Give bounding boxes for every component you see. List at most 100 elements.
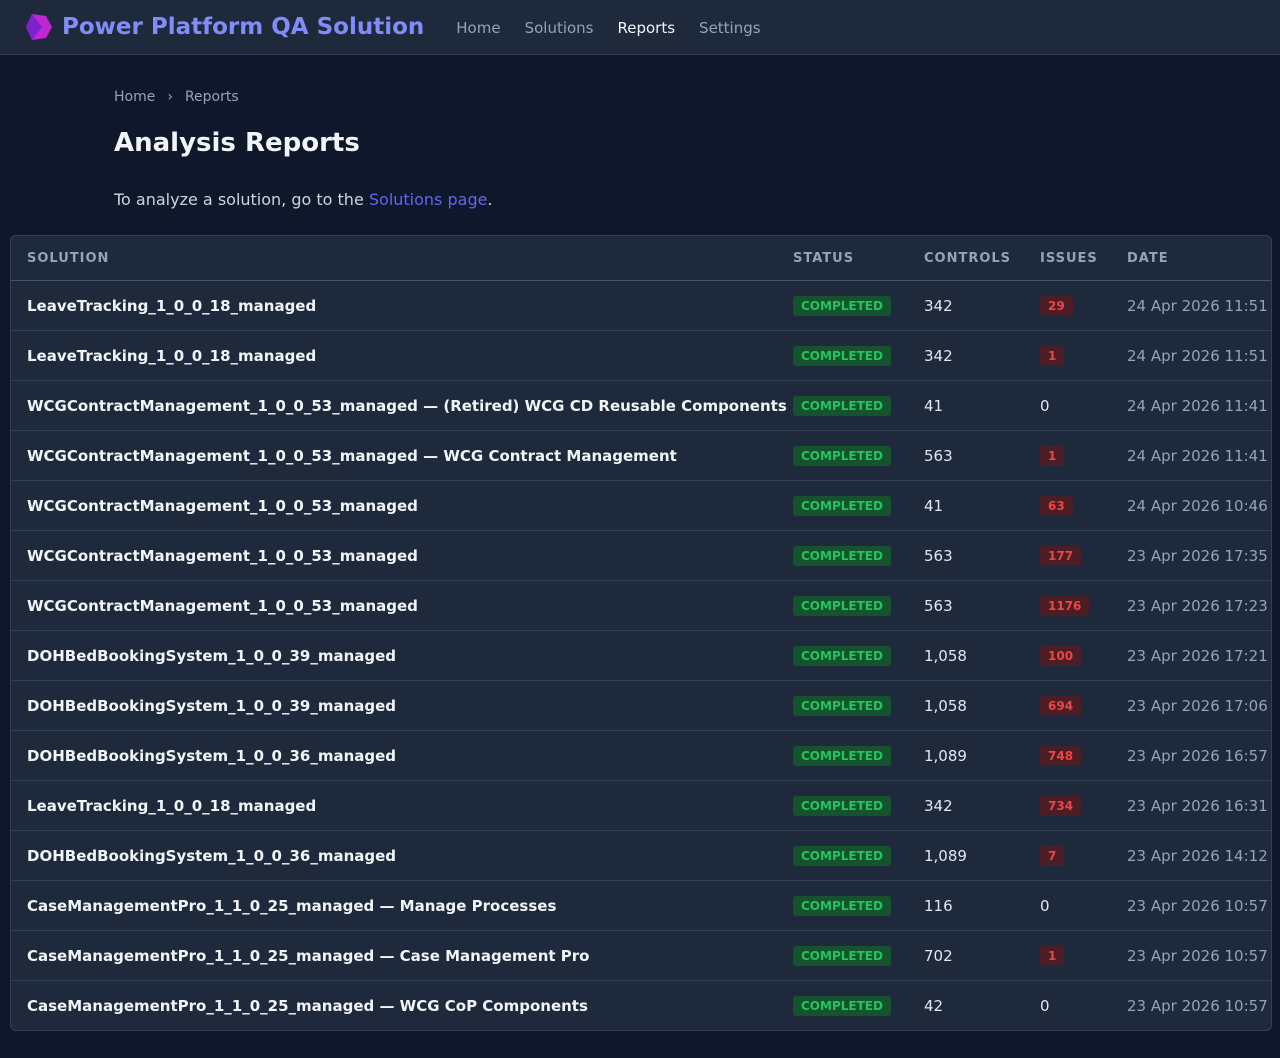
report-row[interactable]: LeaveTracking_1_0_0_18_managed COMPLETED 3… [11,781,1271,831]
report-row[interactable]: CaseManagementPro_1_1_0_25_managed — WCG… [11,981,1271,1031]
report-row[interactable]: DOHBedBookingSystem_1_0_0_39_managedCOMP… [11,631,1271,681]
nav-link[interactable]: Solutions [525,19,594,37]
status-cell: COMPLETED [777,481,908,531]
issues-badge: 1 [1040,346,1064,366]
column-header: DATE [1111,236,1271,281]
issues-cell: 1176 [1024,581,1111,631]
report-date: 23 Apr 2026 10:57 [1111,931,1271,981]
report-date: 23 Apr 2026 17:23 [1111,581,1271,631]
page-title: Analysis Reports [114,128,360,158]
report-row[interactable]: DOHBedBookingSystem_1_0_0_36_managedCOMP… [11,731,1271,781]
issues-cell: 0 [1024,881,1111,931]
controls-count: 342 [908,781,1024,831]
issues-cell: 734 [1024,781,1111,831]
issues-badge: 734 [1040,796,1081,816]
solution-name: WCGContractManagement_1_0_0_53_managed [11,481,777,531]
controls-count: 1,058 [908,631,1024,681]
issues-cell: 0 [1024,981,1111,1031]
issues-cell: 177 [1024,531,1111,581]
issues-badge: 1176 [1040,596,1089,616]
issues-cell: 694 [1024,681,1111,731]
controls-count: 702 [908,931,1024,981]
issues-cell: 1 [1024,931,1111,981]
issues-badge: 748 [1040,746,1081,766]
issues-cell: 63 [1024,481,1111,531]
status-cell: COMPLETED [777,681,908,731]
issues-badge: 7 [1040,846,1064,866]
solution-name: WCGContractManagement_1_0_0_53_managed —… [11,381,777,431]
report-date: 24 Apr 2026 11:41 [1111,381,1271,431]
controls-count: 563 [908,531,1024,581]
controls-count: 41 [908,381,1024,431]
issues-count: 0 [1040,397,1050,415]
report-date: 23 Apr 2026 17:21 [1111,631,1271,681]
solution-name: LeaveTracking_1_0_0_18_managed [11,281,777,331]
status-cell: COMPLETED [777,931,908,981]
status-badge: COMPLETED [793,396,891,416]
controls-count: 1,058 [908,681,1024,731]
issues-cell: 748 [1024,731,1111,781]
report-row[interactable]: WCGContractManagement_1_0_0_53_managed —… [11,431,1271,481]
status-badge: COMPLETED [793,646,891,666]
status-cell: COMPLETED [777,581,908,631]
controls-count: 1,089 [908,731,1024,781]
report-row[interactable]: DOHBedBookingSystem_1_0_0_39_managed COMP… [11,681,1271,731]
status-badge: COMPLETED [793,346,891,366]
column-header: CONTROLS [908,236,1024,281]
status-cell: COMPLETED [777,331,908,381]
status-cell: COMPLETED [777,981,908,1031]
report-date: 23 Apr 2026 16:57 [1111,731,1271,781]
report-row[interactable]: WCGContractManagement_1_0_0_53_managed CO… [11,481,1271,531]
status-badge: COMPLETED [793,696,891,716]
report-row[interactable]: DOHBedBookingSystem_1_0_0_36_managedCOMP… [11,831,1271,881]
issues-badge: 1 [1040,446,1064,466]
status-badge: COMPLETED [793,446,891,466]
breadcrumb-link[interactable]: Home [114,89,155,105]
status-badge: COMPLETED [793,796,891,816]
controls-count: 563 [908,431,1024,481]
report-row[interactable]: CaseManagementPro_1_1_0_25_managed — Cas… [11,931,1271,981]
solution-name: DOHBedBookingSystem_1_0_0_36_managed [11,831,777,881]
status-badge: COMPLETED [793,546,891,566]
status-badge: COMPLETED [793,496,891,516]
solutions-link[interactable]: Solutions page [369,190,488,209]
issues-count: 0 [1040,897,1050,915]
breadcrumb-separator: › [167,89,173,105]
report-row[interactable]: LeaveTracking_1_0_0_18_managedCOMPLETED3… [11,331,1271,381]
issues-cell: 7 [1024,831,1111,881]
controls-count: 342 [908,331,1024,381]
controls-count: 42 [908,981,1024,1031]
issues-badge: 694 [1040,696,1081,716]
controls-count: 563 [908,581,1024,631]
controls-count: 116 [908,881,1024,931]
issues-badge: 1 [1040,946,1064,966]
solution-name: CaseManagementPro_1_1_0_25_managed — WCG… [11,981,777,1031]
status-badge: COMPLETED [793,996,891,1016]
solution-name: DOHBedBookingSystem_1_0_0_39_managed [11,681,777,731]
report-row[interactable]: LeaveTracking_1_0_0_18_managedCOMPLETED3… [11,281,1271,331]
issues-badge: 63 [1040,496,1073,516]
issues-count: 0 [1040,997,1050,1015]
nav-link[interactable]: Home [456,19,500,37]
status-cell: COMPLETED [777,781,908,831]
nav-link[interactable]: Reports [618,19,676,37]
solution-name: LeaveTracking_1_0_0_18_managed [11,781,777,831]
column-header: SOLUTION [11,236,777,281]
column-header: ISSUES [1024,236,1111,281]
report-row[interactable]: WCGContractManagement_1_0_0_53_managed —… [11,381,1271,431]
nav-link[interactable]: Settings [699,19,761,37]
solution-name: WCGContractManagement_1_0_0_53_managed —… [11,431,777,481]
report-date: 23 Apr 2026 10:57 [1111,981,1271,1031]
breadcrumb-current: Reports [185,89,239,105]
issues-badge: 29 [1040,296,1073,316]
report-date: 24 Apr 2026 10:46 [1111,481,1271,531]
status-badge: COMPLETED [793,296,891,316]
status-cell: COMPLETED [777,431,908,481]
status-cell: COMPLETED [777,281,908,331]
report-row[interactable]: WCGContractManagement_1_0_0_53_managedCO… [11,531,1271,581]
nav: Home Solutions Reports Settings [456,18,784,37]
report-row[interactable]: CaseManagementPro_1_1_0_25_managed — Man… [11,881,1271,931]
status-cell: COMPLETED [777,531,908,581]
report-row[interactable]: WCGContractManagement_1_0_0_53_managedCO… [11,581,1271,631]
report-date: 23 Apr 2026 17:06 [1111,681,1271,731]
